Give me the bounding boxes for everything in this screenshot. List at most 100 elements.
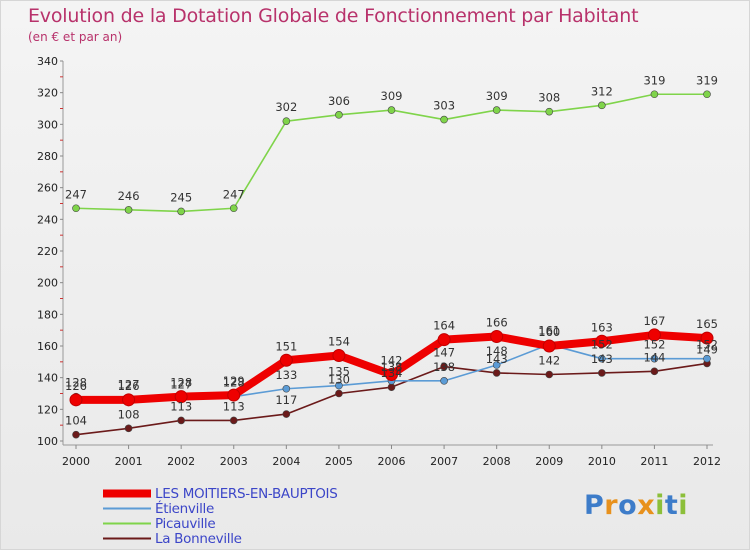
data-label: 308: [538, 91, 560, 105]
data-label: 166: [486, 316, 508, 330]
x-tick-label: 2002: [167, 455, 195, 468]
x-tick-label: 2001: [115, 455, 143, 468]
y-tick-label: 340: [37, 55, 58, 68]
data-point: [700, 331, 714, 345]
data-point: [229, 416, 238, 425]
logo-letter: x: [637, 490, 656, 521]
y-tick-label: 240: [37, 213, 58, 226]
y-tick-label: 180: [37, 308, 58, 321]
logo-letter: P: [584, 490, 605, 521]
x-tick-label: 2012: [693, 455, 721, 468]
data-label: 134: [381, 366, 403, 380]
logo-letter: r: [604, 490, 619, 521]
data-point: [545, 107, 554, 116]
data-label: 303: [433, 99, 455, 113]
series-layer: [69, 90, 714, 439]
data-label: 129: [223, 374, 245, 388]
x-tick-label: 2000: [62, 455, 90, 468]
data-point: [229, 204, 238, 213]
data-point: [174, 390, 188, 404]
data-label: 127: [170, 377, 192, 391]
data-point: [177, 207, 185, 216]
data-point: [598, 369, 606, 377]
data-label: 142: [538, 354, 560, 368]
x-tick-label: 2010: [588, 455, 616, 468]
data-point: [282, 410, 291, 418]
y-tick-label: 220: [37, 245, 58, 258]
data-label: 151: [275, 339, 297, 353]
data-label: 245: [170, 190, 192, 204]
x-tick-label: 2004: [272, 455, 300, 468]
legend-label-les-moitiers: LES MOITIERS-EN-BAUPTOIS: [155, 485, 338, 502]
x-tick-label: 2008: [483, 455, 511, 468]
data-label: 138: [381, 360, 403, 374]
y-tick-label: 320: [37, 87, 58, 100]
data-label: 144: [643, 350, 665, 364]
data-label: 117: [275, 393, 297, 407]
data-point: [282, 384, 291, 393]
data-label: 113: [170, 399, 192, 413]
data-point: [595, 334, 609, 348]
legend-swatch-la-bonneville: [103, 537, 151, 540]
data-label: 147: [433, 346, 455, 360]
data-label: 302: [275, 100, 297, 114]
data-label: 128: [223, 376, 245, 390]
data-point: [545, 370, 554, 379]
x-tick-label: 2003: [220, 455, 248, 468]
data-point: [492, 369, 501, 377]
data-label: 152: [696, 338, 718, 352]
data-point: [650, 367, 659, 376]
data-point: [440, 362, 448, 371]
y-tick-label: 300: [37, 118, 58, 131]
data-point: [177, 416, 185, 425]
chart-subtitle: (en € et par an): [28, 30, 123, 44]
data-point: [647, 328, 661, 342]
data-point: [124, 206, 133, 214]
legend-swatch-les-moitiers: [103, 489, 151, 498]
data-point: [703, 90, 711, 99]
data-label: 138: [433, 360, 455, 374]
legend-label-etienville: Étienville: [155, 500, 214, 517]
data-label: 128: [170, 376, 192, 390]
data-label: 128: [65, 376, 87, 390]
legend-item-la-bonneville: La Bonneville: [103, 531, 338, 547]
data-label: 312: [591, 84, 613, 98]
data-label: 133: [275, 368, 297, 382]
data-point: [387, 106, 396, 114]
data-label: 135: [328, 365, 350, 379]
data-point: [279, 353, 293, 367]
data-point: [335, 111, 343, 119]
data-label: 309: [381, 89, 403, 103]
data-label: 246: [118, 189, 140, 203]
data-point: [332, 349, 346, 362]
y-tick-label: 280: [37, 150, 58, 163]
data-point: [387, 383, 396, 391]
data-label: 309: [486, 89, 508, 103]
logo-letter: t: [664, 490, 679, 521]
data-point: [227, 388, 241, 402]
data-label: 154: [328, 335, 350, 349]
data-label: 104: [65, 414, 87, 428]
data-point: [124, 424, 133, 433]
data-label: 108: [118, 407, 140, 421]
data-label: 143: [591, 352, 613, 366]
x-tick-label: 2007: [430, 455, 458, 468]
data-point: [542, 339, 556, 353]
data-label: 163: [591, 320, 613, 334]
y-tick-label: 120: [37, 403, 58, 416]
data-point: [598, 354, 606, 363]
logo-letter: o: [618, 490, 638, 521]
data-label: 126: [118, 379, 140, 393]
data-point: [282, 117, 291, 125]
legend: LES MOITIERS-EN-BAUPTOIS Étienville Pica…: [103, 485, 338, 547]
y-tick-label: 260: [37, 182, 58, 195]
x-tick-label: 2005: [325, 455, 353, 468]
legend-item-picauville: Picauville: [103, 516, 338, 532]
data-point: [72, 430, 80, 439]
y-tick-label: 100: [37, 435, 58, 448]
data-point: [122, 393, 136, 407]
data-label: 167: [643, 314, 665, 328]
data-point: [69, 393, 83, 407]
